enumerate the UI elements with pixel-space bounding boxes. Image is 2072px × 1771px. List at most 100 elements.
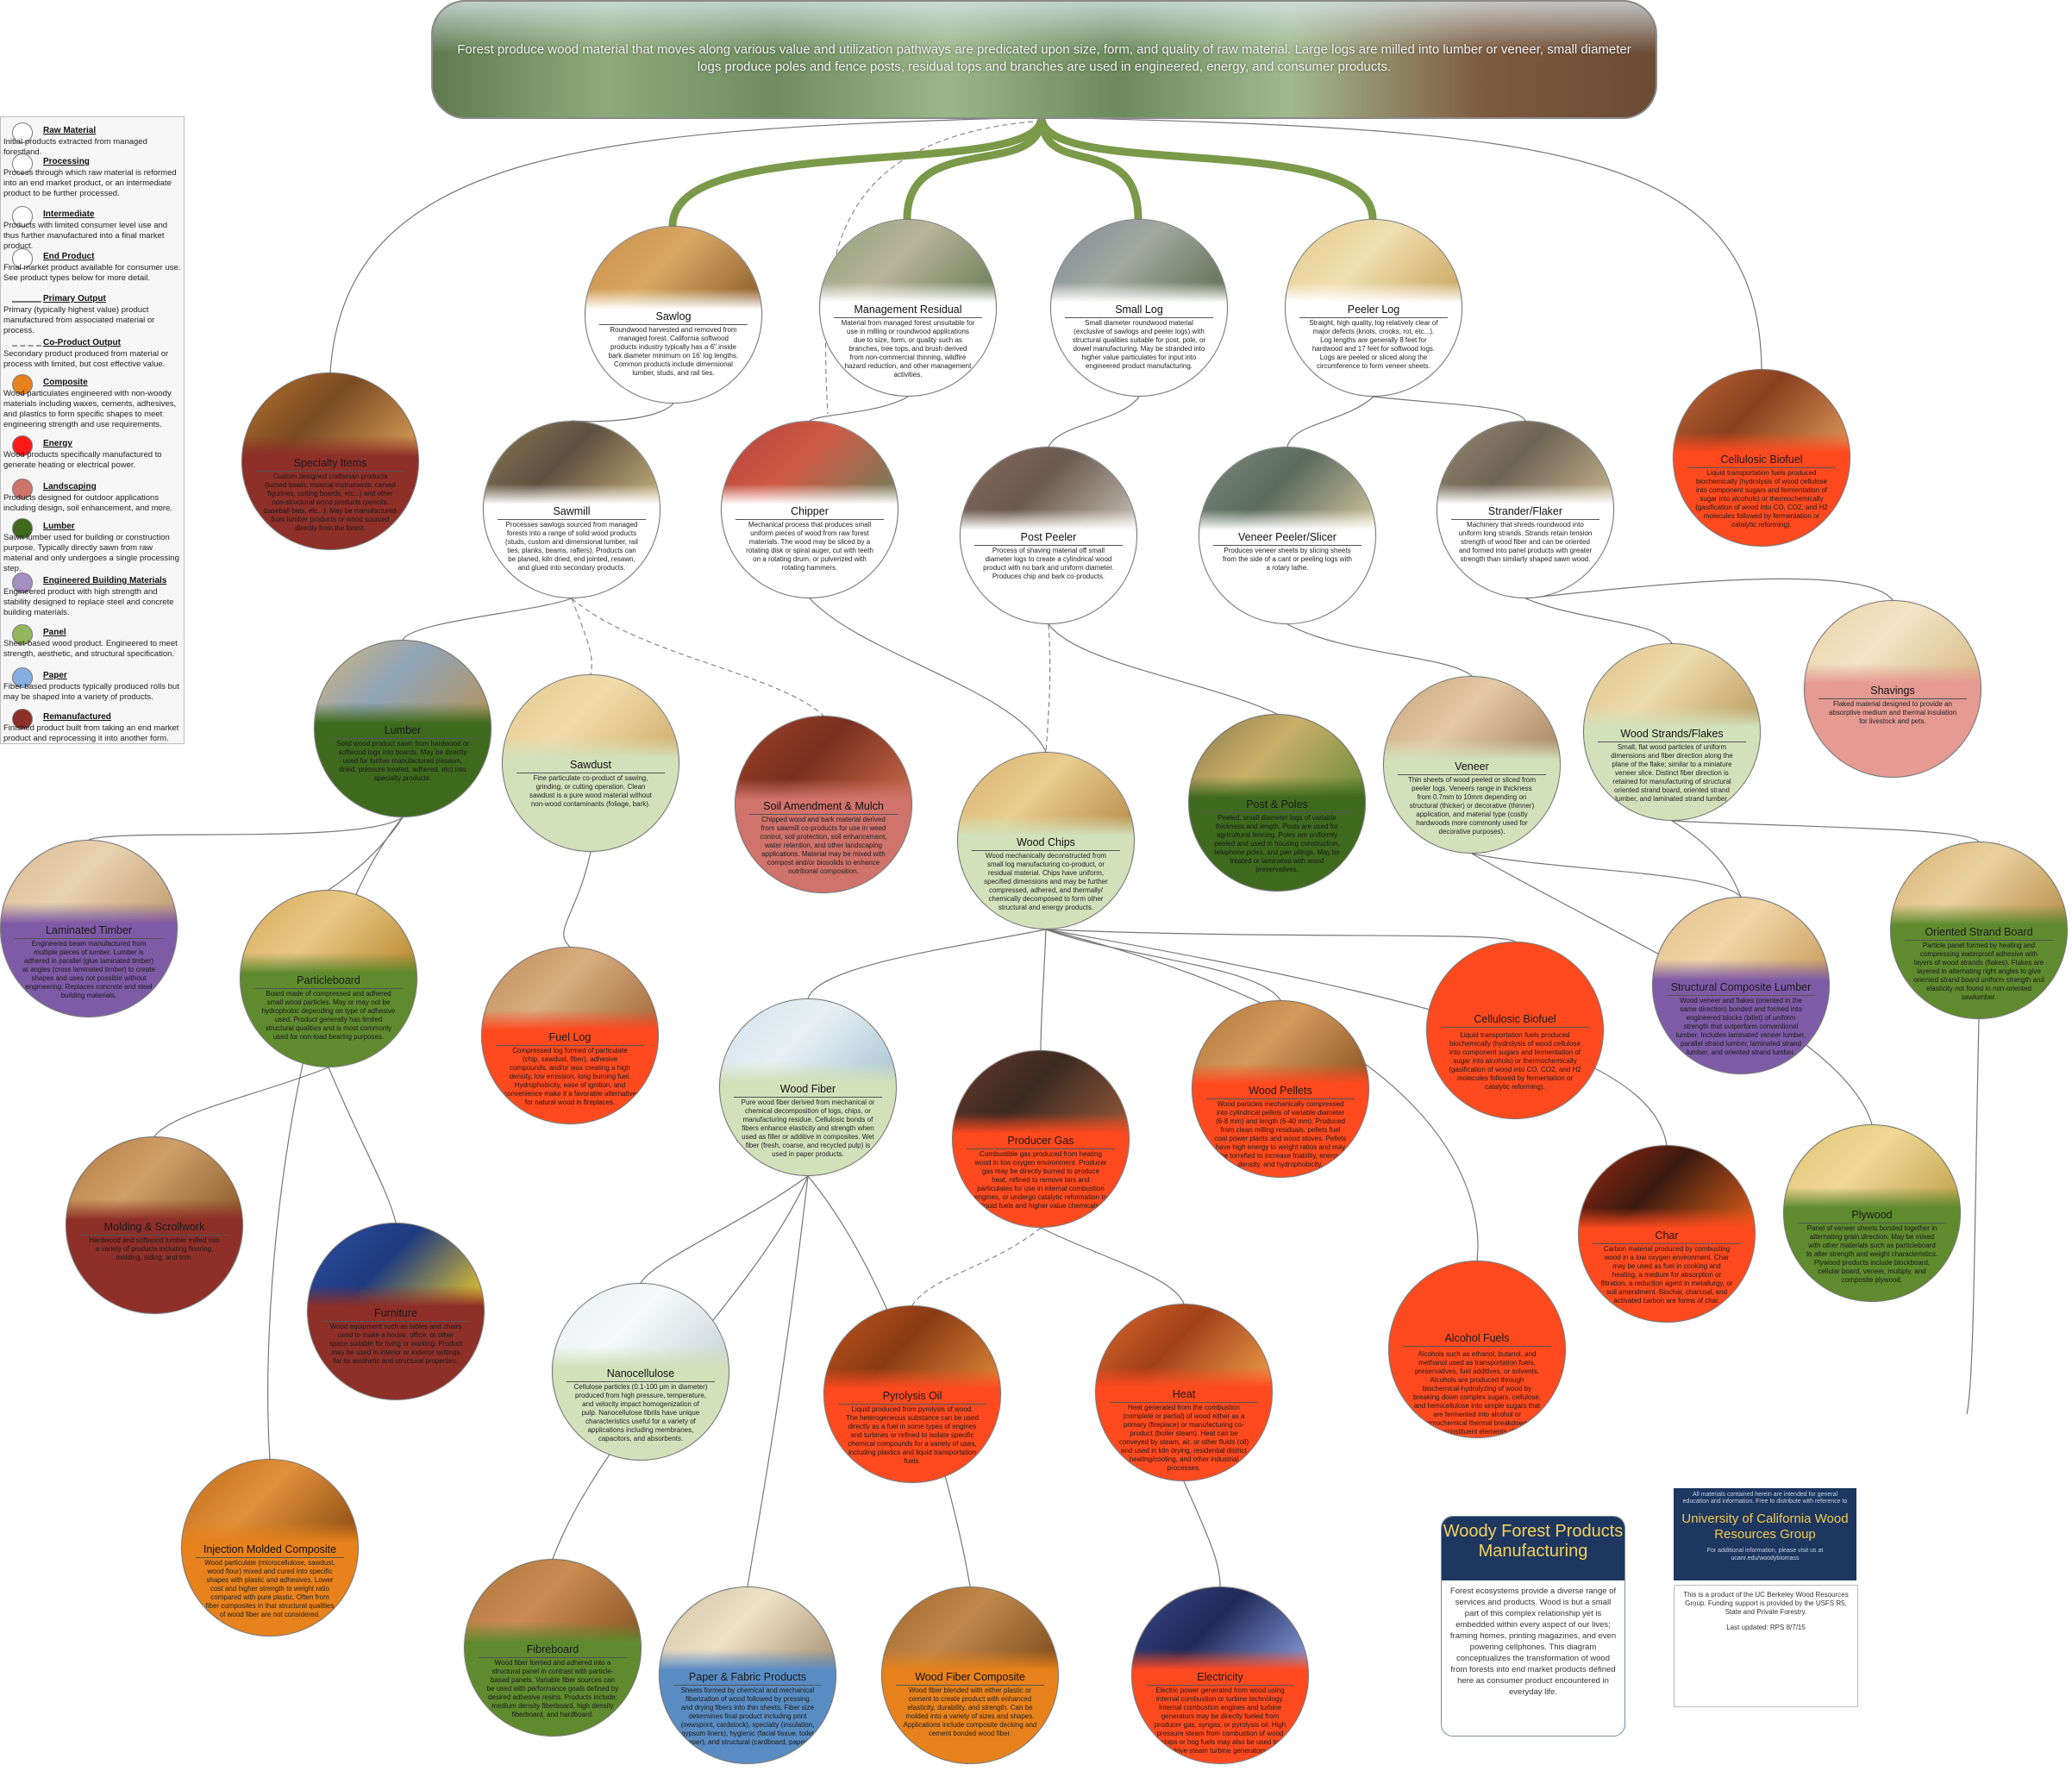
forest-banner: Forest produce wood material that moves … xyxy=(431,0,1657,119)
link-smalllog-postpeeler xyxy=(1048,396,1140,447)
legend-swatch xyxy=(12,206,33,227)
node-description: Sheets formed by chemical and mechanical… xyxy=(680,1687,815,1746)
link-lumber-laminated xyxy=(88,817,404,841)
photo-veneer xyxy=(1384,677,1560,760)
node-sawmill[interactable]: Sawmill Processes sawlogs sourced from ma… xyxy=(483,421,660,598)
node-post-peeler[interactable]: Post Peeler Process of shaving material o… xyxy=(960,447,1137,624)
node-description: Pure wood fiber derived from mechanical … xyxy=(741,1098,875,1158)
link-chips-alcohol xyxy=(1045,929,1479,1261)
legend-swatch xyxy=(12,153,33,174)
link-strander-shavings xyxy=(1524,578,1894,601)
node-producer-gas[interactable]: Producer Gas Combustible gas produced fro… xyxy=(952,1050,1130,1228)
legend-description: Primary (typically highest value) produc… xyxy=(3,305,155,335)
node-title: Pyrolysis Oil xyxy=(838,1390,986,1405)
node-cellulosic-biofuel-1[interactable]: Cellulosic Biofuel Liquid transportation … xyxy=(1673,369,1850,547)
node-shavings[interactable]: Shavings Flaked material designed to prov… xyxy=(1804,600,1981,778)
node-oriented-strand-board[interactable]: Oriented Strand Board Particle panel form… xyxy=(1890,842,2068,1019)
title-card: Woody Forest Products Manufacturing Fore… xyxy=(1441,1516,1625,1737)
node-furniture[interactable]: Furniture Wood equipment such as tables a… xyxy=(307,1223,485,1400)
node-injection-molded-composite[interactable]: Injection Molded Composite Wood particula… xyxy=(181,1459,359,1636)
node-description: Liquid produced from pyrolysis of wood. … xyxy=(846,1405,979,1465)
node-molding-scrollwork[interactable]: Molding & Scrollwork Hardwood and softwoo… xyxy=(66,1136,243,1314)
node-electricity[interactable]: Electricity Electric power generated from… xyxy=(1131,1586,1309,1764)
uc-link[interactable]: For additional information, please visit… xyxy=(1706,1548,1824,1561)
node-laminated-timber[interactable]: Laminated Timber Engineered beam manufact… xyxy=(0,840,178,1017)
node-description: Wood mechanically deconstructed from sma… xyxy=(984,852,1108,911)
photo-veneer-peeler-slicer xyxy=(1199,447,1375,530)
node-particleboard[interactable]: Particleboard Board made of compressed an… xyxy=(240,890,417,1067)
node-title: Alcohol Fuels xyxy=(1403,1332,1551,1347)
photo-shavings xyxy=(1805,601,1981,684)
node-title: Sawmill xyxy=(498,505,646,520)
node-peeler-log[interactable]: Peeler Log Straight, high quality, log re… xyxy=(1285,219,1462,397)
node-description: Custom designed craftsman products (turn… xyxy=(264,472,397,532)
photo-chipper xyxy=(722,422,898,504)
node-description: Wood fiber formed and adhered into a str… xyxy=(486,1659,619,1718)
node-title: Plywood xyxy=(1798,1209,1946,1223)
node-chipper[interactable]: Chipper Mechanical process that produces … xyxy=(721,421,898,598)
node-post-poles[interactable]: Post & Poles Peeled, small diameter logs … xyxy=(1188,714,1366,892)
legend-title: Raw Material xyxy=(43,126,97,135)
node-description: Wood veneer and flakes (oriented in the … xyxy=(1675,997,1806,1056)
link-particle-molding xyxy=(153,1067,329,1137)
node-fibreboard[interactable]: Fibreboard Wood fiber formed and adhered … xyxy=(464,1559,642,1737)
node-sawlog[interactable]: Sawlog Roundwood harvested and removed fr… xyxy=(585,226,762,404)
node-title: Soil Amendment & Mulch xyxy=(749,800,898,815)
node-char[interactable]: Char Carbon material produced by combusti… xyxy=(1578,1145,1756,1323)
node-veneer[interactable]: Veneer Thin sheets of wood peeled or slic… xyxy=(1383,676,1561,854)
legend-title: Remanufactured xyxy=(43,712,111,722)
node-description: Fine particulate co-product of sawing, g… xyxy=(529,774,652,808)
node-wood-fiber[interactable]: Wood Fiber Pure wood fiber derived from m… xyxy=(719,998,897,1176)
photo-nanocellulose xyxy=(553,1284,729,1367)
legend-title: Panel xyxy=(43,628,66,637)
node-nanocellulose[interactable]: Nanocellulose Cellulose particles (0.1-10… xyxy=(552,1283,729,1461)
node-cellulosic-biofuel-2[interactable]: Cellulosic Biofuel Liquid transportation … xyxy=(1426,942,1604,1119)
node-wood-strands-flakes[interactable]: Wood Strands/Flakes Small, flat wood part… xyxy=(1583,643,1761,821)
node-description: Produces veneer sheets by slicing sheets… xyxy=(1223,547,1352,572)
link-lumber-injection xyxy=(267,817,404,1460)
node-description: Liquid transportation fuels produced bio… xyxy=(1449,1031,1581,1091)
node-description: Wood particulate (microcellulose, sawdus… xyxy=(204,1559,335,1618)
node-soil-amendment-mulch[interactable]: Soil Amendment & Mulch Chipped wood and b… xyxy=(735,716,912,893)
node-pyrolysis-oil[interactable]: Pyrolysis Oil Liquid produced from pyroly… xyxy=(823,1305,1001,1483)
link-biofuel xyxy=(1041,116,1762,370)
link-residual-chipper xyxy=(825,120,1042,415)
node-title: Cellulosic Biofuel xyxy=(1687,454,1836,468)
node-wood-pellets[interactable]: Wood Pellets Wood particles mechanically … xyxy=(1192,1000,1369,1178)
node-specialty-items[interactable]: Specialty Items Custom designed craftsman… xyxy=(241,372,419,550)
node-lumber[interactable]: Lumber Solid wood product sawn from hardw… xyxy=(314,640,491,817)
node-title: Fuel Log xyxy=(496,1031,644,1046)
photo-fibreboard xyxy=(465,1560,641,1643)
photo-electricity xyxy=(1132,1587,1308,1670)
link-sawmill-sawdust xyxy=(571,598,592,675)
photo-molding-scrollwork xyxy=(66,1137,242,1220)
node-alcohol-fuels[interactable]: Alcohol Fuels Alcohols such as ethanol, b… xyxy=(1388,1261,1566,1438)
node-description: Chipped wood and bark material derived f… xyxy=(760,816,887,875)
node-structural-composite-lumber[interactable]: Structural Composite Lumber Wood veneer a… xyxy=(1652,897,1830,1074)
node-description: Alcohols such as ethanol, butanol, and m… xyxy=(1412,1350,1542,1437)
primary-raw-link xyxy=(1037,116,1377,220)
link-strander-strands xyxy=(1524,598,1673,644)
node-heat[interactable]: Heat Heat generated from the combustion (… xyxy=(1095,1304,1273,1481)
node-paper-fabric-products[interactable]: Paper & Fabric Products Sheets formed by … xyxy=(659,1586,836,1764)
legend-title: Energy xyxy=(43,439,72,448)
node-wood-fiber-composite[interactable]: Wood Fiber Composite Wood fiber blended w… xyxy=(881,1586,1059,1764)
node-strander-flaker[interactable]: Strander/Flaker Machinery that shreds rou… xyxy=(1437,421,1614,598)
node-veneer-peeler-slicer[interactable]: Veneer Peeler/Slicer Produces veneer shee… xyxy=(1199,447,1376,624)
photo-heat xyxy=(1096,1305,1272,1387)
node-description: Small diameter roundwood material (exclu… xyxy=(1072,319,1206,370)
photo-cellulosic-biofuel-1 xyxy=(1674,370,1850,453)
node-title: Wood Fiber Composite xyxy=(896,1671,1044,1686)
link-gas-pyro xyxy=(911,1227,1042,1306)
node-fuel-log[interactable]: Fuel Log Compressed log formed of particu… xyxy=(481,947,659,1124)
node-sawdust[interactable]: Sawdust Fine particulate co-product of sa… xyxy=(502,674,679,852)
node-plywood[interactable]: Plywood Panel of veneer sheets bonded tog… xyxy=(1783,1124,1961,1302)
node-management-residual[interactable]: Management Residual Material from managed… xyxy=(819,219,997,397)
legend-title: Engineered Building Materials xyxy=(43,576,167,585)
node-wood-chips[interactable]: Wood Chips Wood mechanically deconstructe… xyxy=(957,752,1135,929)
node-small-log[interactable]: Small Log Small diameter roundwood materi… xyxy=(1050,219,1228,397)
photo-small-log xyxy=(1051,220,1227,303)
node-description: Particle panel formed by heating and com… xyxy=(1913,942,2044,1001)
legend-description: Products with limited consumer level use… xyxy=(3,221,168,251)
diagram-intro: Forest ecosystems provide a diverse rang… xyxy=(1449,1586,1617,1697)
